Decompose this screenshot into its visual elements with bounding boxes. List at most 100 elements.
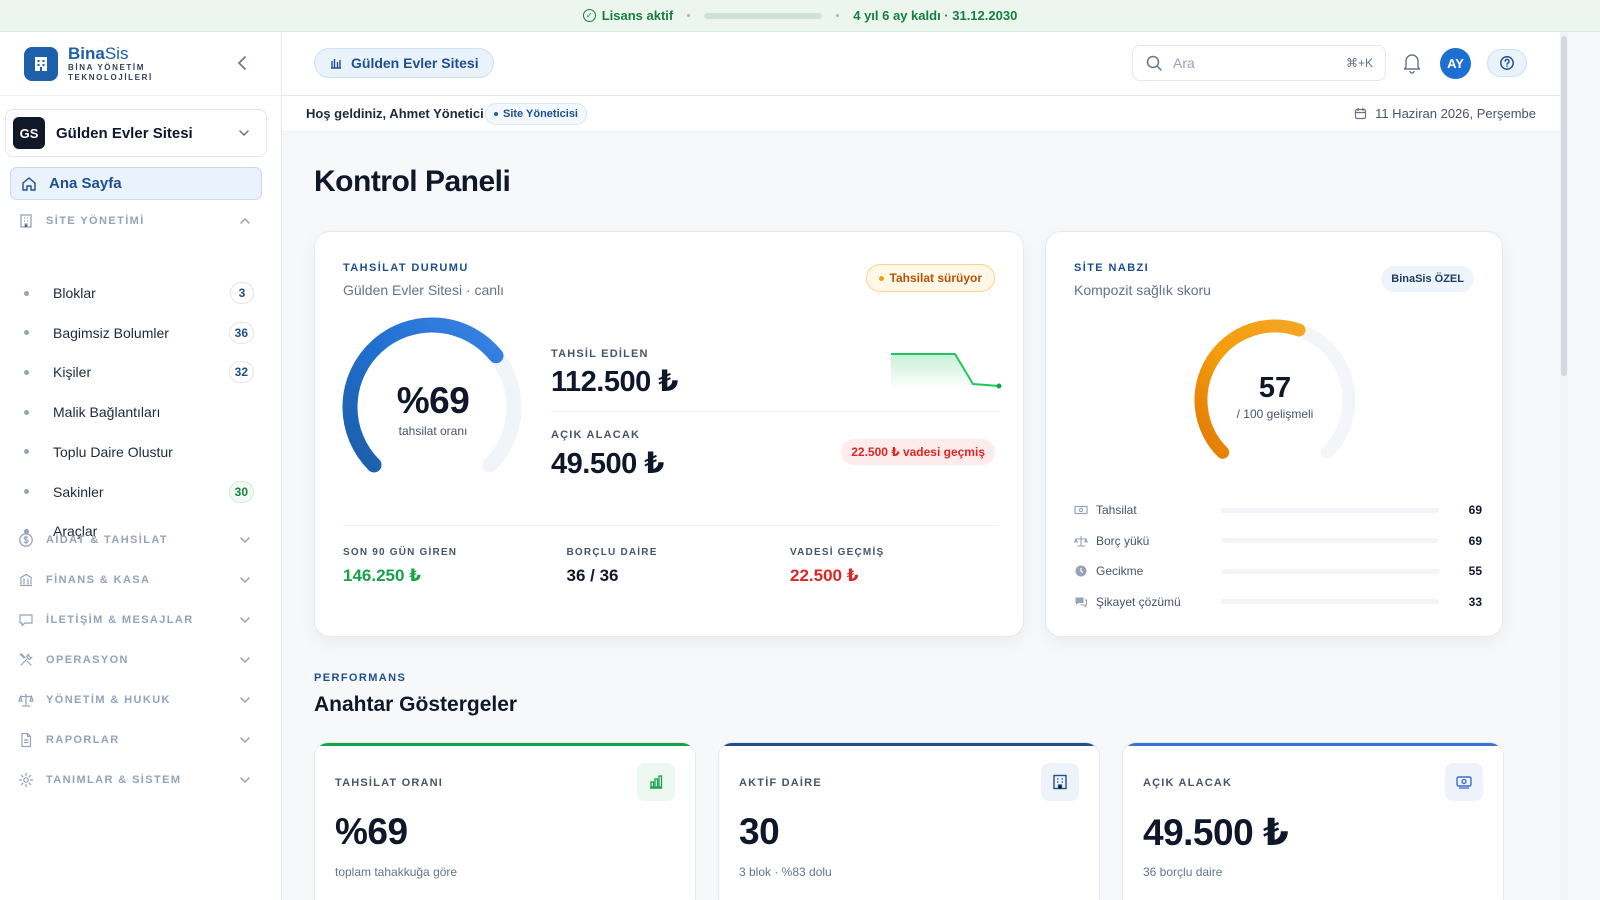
collected-label: TAHSİL EDİLEN — [551, 348, 649, 360]
sidebar-item-home[interactable]: Ana Sayfa — [10, 167, 262, 200]
metric-label: Tahsilat — [1096, 503, 1137, 517]
sidebar-section-2[interactable]: İLETİŞİM & MESAJLAR — [18, 608, 258, 632]
section-kicker: PERFORMANS — [314, 672, 407, 684]
page-title: Kontrol Paneli — [314, 165, 511, 198]
search-box[interactable]: ⌘+K — [1132, 45, 1386, 81]
site-selector[interactable]: GS Gülden Evler Sitesi — [5, 109, 267, 157]
sidebar-item-label: Kişiler — [53, 364, 92, 381]
card-subtitle: Gülden Evler Sitesi · canlı — [343, 282, 505, 298]
kpi-subtext: 36 borçlu daire — [1143, 865, 1223, 879]
kpi-value: 49.500 ₺ — [1143, 812, 1289, 853]
kpi-card[interactable]: TAHSİLAT ORANI %69 toplam tahakkuğa göre — [314, 742, 696, 900]
sidebar-section-site[interactable]: SİTE YÖNETİMİ — [18, 209, 258, 233]
sidebar-item-ki-iler[interactable]: Kişiler 32 — [24, 358, 256, 386]
metric-label: Borç yükü — [1096, 533, 1150, 548]
chevron-up-icon — [240, 217, 250, 224]
user-avatar[interactable]: AY — [1440, 48, 1471, 79]
sidebar-item-bloklar[interactable]: Bloklar 3 — [24, 279, 256, 307]
open-balance-value: 49.500 ₺ — [551, 448, 664, 480]
collection-sparkline — [891, 353, 1002, 390]
site-selector-name: Gülden Evler Sitesi — [56, 124, 193, 142]
home-icon — [22, 176, 36, 191]
scale-icon — [1074, 534, 1088, 548]
metric-value: 33 — [1468, 594, 1482, 609]
scrollbar-track[interactable] — [1560, 32, 1568, 900]
kpi-label: AKTİF DAİRE — [739, 777, 822, 789]
card-subtitle: Kompozit sağlık skoru — [1074, 282, 1211, 298]
brand-tagline: BİNA YÖNETİM TEKNOLOJİLERİ — [68, 62, 153, 82]
help-icon — [1500, 56, 1514, 70]
health-metric-row: Tahsilat 69 — [1074, 500, 1482, 520]
chart-building-icon — [331, 59, 341, 69]
dollar-circle-icon — [18, 532, 34, 548]
tools-icon — [18, 652, 34, 668]
count-badge: 3 — [230, 282, 254, 304]
help-button[interactable] — [1487, 49, 1527, 77]
scrollbar-thumb[interactable] — [1561, 36, 1567, 376]
sidebar-section-4[interactable]: YÖNETİM & HUKUK — [18, 688, 258, 712]
section-title: Anahtar Göstergeler — [314, 693, 518, 716]
sidebar-item-label: Bloklar — [53, 285, 96, 301]
sidebar-section-0[interactable]: AİDAT & TAHSİLAT — [18, 528, 258, 552]
chevron-down-icon — [238, 613, 252, 627]
separator-dot — [836, 14, 840, 17]
site-pulse-card: SİTE NABZI Kompozit sağlık skoru BinaSis… — [1045, 231, 1503, 637]
banknote-icon — [1445, 763, 1483, 801]
license-bar: ✓ Lisans aktif 4 yıl 6 ay kaldı · 31.12.… — [0, 0, 1600, 32]
bullet — [24, 290, 29, 296]
site-avatar: GS — [13, 117, 45, 149]
metric-value: 69 — [1468, 503, 1482, 517]
sidebar-section-1[interactable]: FİNANS & KASA — [18, 568, 258, 592]
sidebar-item-sakinler[interactable]: Sakinler 30 — [24, 478, 256, 506]
search-input[interactable] — [1173, 55, 1323, 71]
building-logo-icon — [24, 46, 58, 81]
metric-value: 55 — [1468, 564, 1482, 578]
health-metric-row: Gecikme 55 — [1074, 561, 1482, 581]
bar-chart-icon — [637, 763, 675, 801]
sidebar-section-5[interactable]: RAPORLAR — [18, 728, 258, 752]
sidebar-item-bagimsiz-bolumler[interactable]: Bagimsiz Bolumler 36 — [24, 319, 256, 347]
sidebar-item-ara-lar[interactable]: Araçlar — [24, 517, 256, 545]
stat-value: 146.250 ₺ — [343, 566, 422, 585]
sidebar-section-6[interactable]: TANIMLAR & SİSTEM — [18, 768, 258, 792]
stat-label: SON 90 GÜN GİREN — [343, 547, 458, 558]
stat-value: 36 / 36 — [566, 566, 619, 585]
metric-label: Şikayet çözümü — [1096, 594, 1181, 609]
report-icon — [18, 732, 34, 748]
health-metric-row: Borç yükü 69 — [1074, 531, 1482, 551]
collection-status-badge: Tahsilat sürüyor — [865, 264, 995, 292]
chat-icon — [1074, 595, 1088, 609]
metric-bar — [1221, 507, 1439, 513]
brand-name: BinaSis — [68, 43, 129, 63]
sidebar-section-3[interactable]: OPERASYON — [18, 648, 258, 672]
sidebar-item-label: Malik Bağlantıları — [53, 404, 161, 421]
chevron-down-icon — [238, 533, 252, 547]
sidebar-item-label: Ana Sayfa — [49, 175, 122, 192]
kpi-card[interactable]: AKTİF DAİRE 30 3 blok · %83 dolu — [718, 742, 1100, 900]
separator-dot — [687, 14, 691, 17]
overdue-badge: 22.500 ₺ vadesi geçmiş — [841, 439, 995, 465]
current-site-chip[interactable]: Gülden Evler Sitesi — [314, 48, 494, 78]
sidebar-item-toplu-daire-olustur[interactable]: Toplu Daire Olustur — [24, 438, 256, 466]
bullet — [24, 528, 29, 534]
sidebar-item-malik-ba-lant-lar-[interactable]: Malik Bağlantıları — [24, 398, 256, 426]
calendar-icon — [1354, 108, 1367, 120]
health-score-gauge — [1194, 319, 1356, 459]
card-kicker: SİTE NABZI — [1074, 262, 1150, 274]
kpi-card[interactable]: AÇIK ALACAK 49.500 ₺ 36 borçlu daire — [1122, 742, 1504, 900]
subheader: Hoş geldiniz, Ahmet Yönetici Site Yöneti… — [282, 96, 1560, 132]
count-badge: 32 — [228, 361, 254, 384]
notifications-button[interactable] — [1402, 52, 1422, 79]
collapse-sidebar-button[interactable] — [233, 53, 253, 73]
check-circle-icon: ✓ — [582, 9, 596, 22]
metric-bar — [1221, 599, 1439, 604]
gauge-fill — [1194, 319, 1306, 459]
collection-status-card: TAHSİLAT DURUMU Gülden Evler Sitesi · ca… — [314, 231, 1024, 637]
role-badge: Site Yöneticisi — [485, 103, 587, 125]
license-status: ✓ Lisans aktif — [582, 8, 673, 23]
brand: BinaSis BİNA YÖNETİM TEKNOLOJİLERİ — [0, 32, 281, 96]
search-shortcut: ⌘+K — [1345, 56, 1373, 70]
sidebar-item-label: Sakinler — [53, 483, 104, 500]
kpi-value: 30 — [739, 811, 780, 852]
sidebar-section-label: SİTE YÖNETİMİ — [46, 215, 145, 227]
